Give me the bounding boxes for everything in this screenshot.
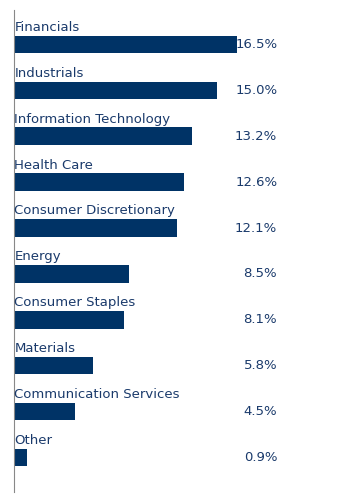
- Bar: [14, 82, 217, 99]
- Text: Materials: Materials: [14, 342, 75, 355]
- Text: 12.6%: 12.6%: [235, 175, 277, 189]
- Text: 13.2%: 13.2%: [235, 130, 277, 143]
- Bar: [14, 127, 192, 145]
- Text: Other: Other: [14, 434, 53, 447]
- Text: 15.0%: 15.0%: [235, 84, 277, 97]
- Text: 12.1%: 12.1%: [235, 222, 277, 235]
- Bar: [14, 403, 75, 420]
- Text: 4.5%: 4.5%: [244, 405, 277, 418]
- Text: 8.5%: 8.5%: [244, 267, 277, 280]
- Text: Financials: Financials: [14, 21, 80, 34]
- Text: 8.1%: 8.1%: [244, 313, 277, 327]
- Text: 16.5%: 16.5%: [235, 38, 277, 51]
- Text: 0.9%: 0.9%: [244, 451, 277, 464]
- Text: Communication Services: Communication Services: [14, 388, 180, 401]
- Bar: [14, 311, 123, 329]
- Bar: [14, 449, 27, 466]
- Text: Consumer Staples: Consumer Staples: [14, 296, 136, 309]
- Text: 5.8%: 5.8%: [244, 359, 277, 372]
- Bar: [14, 173, 184, 191]
- Bar: [14, 219, 177, 237]
- Text: Information Technology: Information Technology: [14, 113, 171, 126]
- Bar: [14, 357, 93, 375]
- Text: Industrials: Industrials: [14, 67, 84, 80]
- Text: Energy: Energy: [14, 250, 61, 263]
- Text: Health Care: Health Care: [14, 159, 93, 171]
- Bar: [14, 36, 237, 53]
- Text: Consumer Discretionary: Consumer Discretionary: [14, 204, 175, 218]
- Bar: [14, 265, 129, 283]
